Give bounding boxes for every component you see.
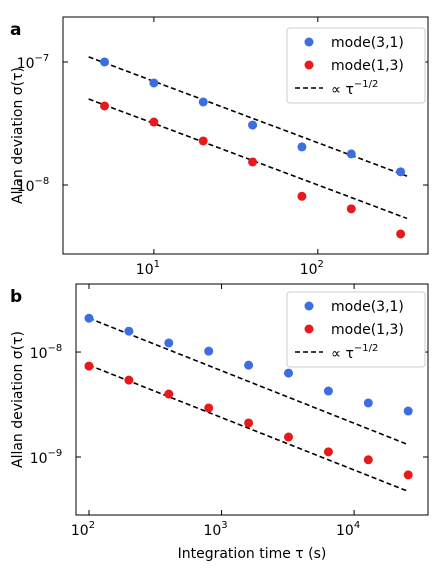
legend-box [286, 291, 426, 368]
data-point [100, 57, 110, 67]
data-point [284, 368, 294, 378]
plot-frame [62, 16, 429, 255]
data-point [204, 403, 214, 413]
legend-label: mode(3,1) [331, 35, 404, 51]
fit-line [88, 98, 408, 220]
legend-box [286, 27, 426, 104]
data-point [164, 338, 174, 348]
x-tick-label-base: 10 [336, 523, 354, 539]
legend-label: mode(1,3) [331, 322, 404, 338]
x-tick-label-exponent: 1 [154, 259, 160, 270]
data-point [396, 229, 406, 239]
legend-marker [304, 37, 314, 47]
fit-line [88, 317, 409, 446]
data-point [164, 389, 174, 399]
data-point [346, 149, 356, 159]
data-point [363, 455, 373, 465]
plot-frame [75, 283, 429, 516]
data-point [363, 398, 373, 408]
data-point [297, 142, 307, 152]
y-tick-label: 10−8 [30, 343, 63, 362]
x-tick-label: 102 [71, 520, 95, 539]
data-point [248, 157, 258, 167]
data-point [396, 167, 406, 177]
panel-label: b [10, 287, 22, 307]
legend-label: mode(1,3) [331, 58, 404, 74]
data-point [284, 432, 294, 442]
x-tick-label-exponent: 2 [318, 259, 324, 270]
data-point [100, 101, 110, 111]
x-tick-label-exponent: 2 [89, 520, 95, 531]
data-point [244, 418, 254, 428]
data-point [84, 361, 94, 371]
data-point [204, 346, 214, 356]
data-point [198, 136, 208, 146]
legend-label: mode(3,1) [331, 299, 404, 315]
data-point [323, 447, 333, 457]
x-tick-label-exponent: 3 [221, 520, 227, 531]
data-point [84, 313, 94, 323]
legend-label-exponent: −1/2 [354, 343, 378, 354]
data-point [323, 386, 333, 396]
data-point [346, 204, 356, 214]
x-tick-label: 101 [136, 259, 160, 278]
data-point [403, 406, 413, 416]
legend-label-exponent: −1/2 [354, 79, 378, 90]
y-tick-label: 10−7 [17, 53, 50, 72]
x-tick-label: 104 [336, 520, 360, 539]
y-tick-label-exponent: −8 [35, 176, 50, 187]
data-point [248, 120, 258, 130]
y-tick-label-exponent: −9 [48, 448, 63, 459]
y-tick-label-exponent: −7 [35, 53, 50, 64]
data-point [149, 78, 159, 88]
x-tick-label: 102 [300, 259, 324, 278]
data-point [198, 97, 208, 107]
y-tick-label-base: 10 [17, 179, 35, 195]
legend-label-base: ∝ τ [331, 82, 354, 98]
legend-label: ∝ τ−1/2 [331, 79, 378, 98]
x-axis-label: Integration time τ (s) [178, 546, 327, 562]
legend-marker [304, 324, 314, 334]
y-tick-label: 10−9 [30, 448, 63, 467]
x-tick-label-exponent: 4 [354, 520, 360, 531]
y-tick-label-base: 10 [30, 346, 48, 362]
x-tick-label: 103 [203, 520, 227, 539]
legend-marker [304, 301, 314, 311]
legend-marker [304, 60, 314, 70]
y-tick-label-base: 10 [30, 451, 48, 467]
data-point [149, 117, 159, 127]
data-point [297, 191, 307, 201]
y-tick-label-exponent: −8 [48, 343, 63, 354]
legend-label-base: ∝ τ [331, 346, 354, 362]
data-point [124, 375, 134, 385]
x-tick-label-base: 10 [300, 262, 318, 278]
legend-label: ∝ τ−1/2 [331, 343, 378, 362]
data-point [124, 326, 134, 336]
y-axis-label: Allan deviation σ(τ) [10, 67, 26, 204]
data-point [403, 470, 413, 480]
fit-line [88, 364, 409, 493]
y-axis-label: Allan deviation σ(τ) [10, 331, 26, 468]
x-tick-label-base: 10 [71, 523, 89, 539]
y-tick-label-base: 10 [17, 56, 35, 72]
panel-label: a [10, 20, 21, 40]
x-tick-label-base: 10 [136, 262, 154, 278]
data-point [244, 360, 254, 370]
x-tick-label-base: 10 [203, 523, 221, 539]
y-tick-label: 10−8 [17, 176, 50, 195]
